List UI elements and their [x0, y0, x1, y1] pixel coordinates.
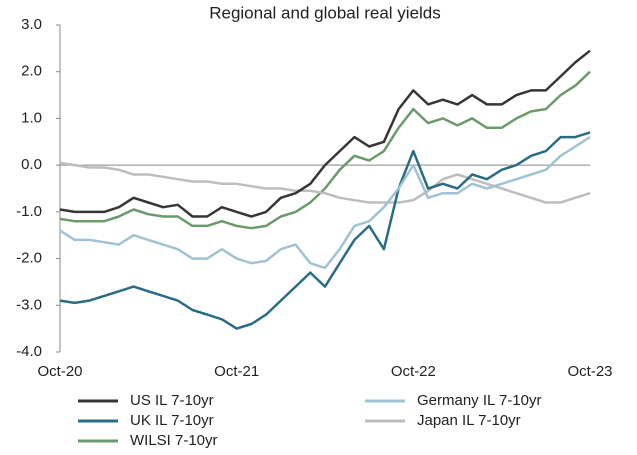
y-tick-label: 0.0 [21, 156, 42, 173]
legend-label: UK IL 7-10yr [130, 412, 214, 429]
y-tick-label: -1.0 [16, 203, 42, 220]
chart-title: Regional and global real yields [209, 3, 441, 22]
y-tick-label: 3.0 [21, 16, 42, 33]
y-tick-label: -4.0 [16, 343, 42, 360]
legend-label: WILSI 7-10yr [130, 432, 218, 449]
x-tick-label: Oct-22 [391, 363, 436, 380]
y-tick-label: -2.0 [16, 250, 42, 267]
y-tick-label: -3.0 [16, 296, 42, 313]
x-tick-label: Oct-20 [37, 363, 82, 380]
x-tick-label: Oct-21 [214, 363, 259, 380]
series-line [59, 161, 591, 204]
legend-label: Japan IL 7-10yr [417, 412, 521, 429]
series-line [59, 49, 591, 218]
y-tick-label: 1.0 [21, 109, 42, 126]
legend-label: US IL 7-10yr [130, 392, 214, 409]
y-tick-label: 2.0 [21, 63, 42, 80]
x-tick-label: Oct-23 [567, 363, 612, 380]
legend-label: Germany IL 7-10yr [417, 392, 542, 409]
series-line [59, 70, 591, 230]
series-line [59, 131, 591, 330]
series-line [59, 136, 591, 270]
